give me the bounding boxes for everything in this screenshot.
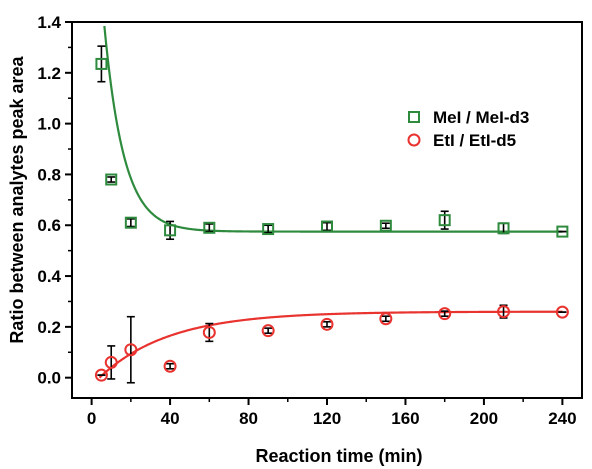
x-tick-label: 0 (87, 409, 96, 428)
legend: MeI / MeI-d3 EtI / EtI-d5 (407, 108, 529, 150)
data-point (164, 224, 177, 237)
data-point (379, 219, 392, 232)
legend-label: EtI / EtI-d5 (433, 131, 516, 150)
error-bar (107, 345, 116, 380)
y-tick-label: 0.4 (37, 267, 61, 286)
data-point (203, 221, 216, 234)
data-point (497, 222, 510, 235)
error-bar (440, 210, 449, 230)
error-bar (381, 222, 390, 230)
data-point (321, 220, 333, 233)
y-tick-label: 1.4 (37, 13, 61, 32)
data-point (262, 223, 275, 236)
legend-marker (407, 133, 421, 147)
data-point (124, 343, 138, 357)
fit-curve (98, 310, 563, 379)
x-tick-label: 120 (313, 409, 341, 428)
data-point (438, 307, 452, 321)
data-point (163, 359, 177, 373)
error-bar (166, 362, 175, 370)
legend-label: MeI / MeI-d3 (433, 108, 529, 127)
data-point (261, 324, 275, 338)
y-tick-label: 0.2 (37, 318, 61, 337)
data-point (497, 305, 511, 319)
error-bar (323, 221, 331, 232)
x-tick-label: 200 (470, 409, 498, 428)
data-markers (94, 57, 569, 382)
data-point (104, 355, 118, 369)
data-point (555, 305, 569, 319)
error-bar (107, 176, 116, 183)
data-point (95, 57, 108, 70)
data-point (105, 173, 118, 186)
fit-curves (98, 25, 563, 379)
data-point (202, 325, 216, 339)
error-bar (264, 224, 273, 234)
data-point (320, 317, 334, 331)
y-axis-title: Ratio between analytes peak area (7, 55, 27, 343)
fit-curve (103, 25, 563, 233)
error-bar (205, 223, 214, 233)
error-bar (126, 218, 135, 228)
error-bars (97, 45, 567, 384)
legend-marker (408, 111, 420, 123)
error-bar (381, 315, 390, 323)
error-bar (323, 320, 331, 328)
axes: 0 40 80 120 160 200 240 0.0 0.2 0.4 0.6 0.8 1.0 1.2 1.… (37, 13, 583, 428)
x-tick-label: 160 (391, 409, 419, 428)
x-tick-label: 40 (161, 409, 180, 428)
y-tick-label: 0.6 (37, 216, 61, 235)
error-bar (126, 315, 135, 384)
data-point (94, 368, 108, 382)
y-tick-label: 1.2 (37, 64, 61, 83)
error-bar (440, 310, 449, 317)
x-axis-title: Reaction time (min) (255, 446, 422, 466)
data-point (379, 312, 393, 326)
x-tick-label: 80 (239, 409, 258, 428)
error-bar (264, 327, 273, 335)
error-bar (97, 45, 106, 83)
y-tick-label: 1.0 (37, 115, 61, 134)
data-point (438, 214, 451, 227)
data-point (556, 225, 569, 238)
y-tick-label: 0.0 (37, 369, 61, 388)
data-point (124, 216, 137, 229)
y-tick-label: 0.8 (37, 165, 61, 184)
x-tick-label: 240 (548, 409, 576, 428)
